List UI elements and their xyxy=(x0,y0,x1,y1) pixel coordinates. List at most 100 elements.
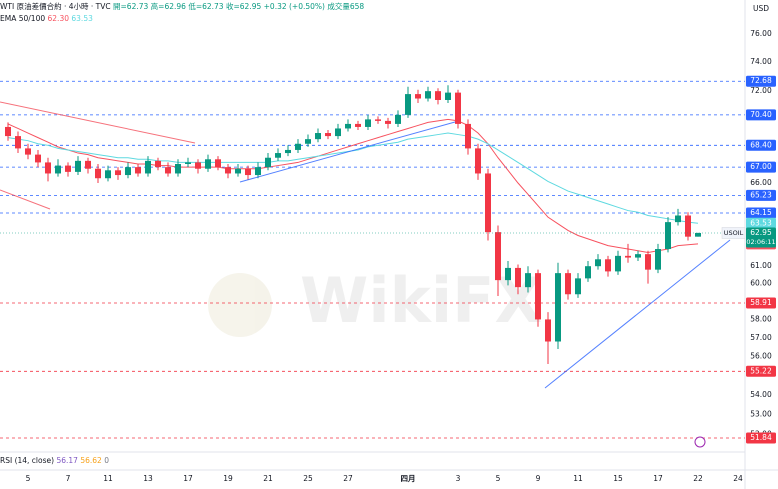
x-tick-label: 四月 xyxy=(401,474,416,483)
x-tick-label: 5 xyxy=(26,474,31,483)
price-level-box xyxy=(746,297,776,309)
header-volume: 成交量658 xyxy=(327,1,364,11)
symbol-label: USOIL xyxy=(724,229,744,237)
candle-body xyxy=(495,232,501,281)
indicator-name: EMA 50/100 xyxy=(0,14,45,23)
watermark: WikiFX xyxy=(208,264,542,337)
candle-body xyxy=(335,128,341,137)
y-tick-label: 76.00 xyxy=(750,29,772,38)
indicator-box-label: 63.53 xyxy=(750,218,772,227)
indicator-legend: EMA 50/100 62.30 63.53 xyxy=(0,14,93,23)
alert-icon[interactable] xyxy=(694,436,706,448)
candle-body xyxy=(645,254,651,270)
candle-body xyxy=(55,165,61,174)
x-tick-label: 17 xyxy=(653,474,663,483)
x-tick-label: 5 xyxy=(496,474,501,483)
candle-body xyxy=(625,255,631,258)
candle-body xyxy=(355,123,361,127)
y-tick-label: 60.00 xyxy=(750,279,772,288)
candle-body xyxy=(575,278,581,295)
candle-body xyxy=(95,168,101,179)
header-close: 收=62.95 xyxy=(226,1,261,11)
x-tick-label: 25 xyxy=(303,474,313,483)
x-tick-label: 15 xyxy=(613,474,623,483)
candle-body xyxy=(155,160,161,168)
rsi-value: 56.62 xyxy=(80,456,102,465)
candle-body xyxy=(305,139,311,144)
x-tick-label: 24 xyxy=(733,474,743,483)
x-tick-label: 9 xyxy=(536,474,541,483)
candle-body xyxy=(435,91,441,100)
price-level-box xyxy=(746,365,776,377)
y-tick-label: 54.00 xyxy=(750,390,772,399)
x-tick-label: 3 xyxy=(456,474,461,483)
candle-body xyxy=(315,133,321,140)
price-level-box xyxy=(746,432,776,444)
candle-body xyxy=(695,232,701,237)
header-title: WTI 原油差價合約 · 4小時 · TVC xyxy=(0,1,111,11)
candle-body xyxy=(655,249,661,270)
candle-body xyxy=(235,168,241,174)
candle-body xyxy=(25,148,31,155)
price-level-label: 72.68 xyxy=(750,76,772,85)
y-tick-label: 61.00 xyxy=(750,261,772,270)
candle-body xyxy=(585,266,591,279)
header-open: 開=62.73 xyxy=(113,2,148,11)
y-tick-label: 66.00 xyxy=(750,178,772,187)
price-level-label: 70.40 xyxy=(750,110,772,119)
candle-body xyxy=(485,173,491,233)
rsi-value: 0 xyxy=(104,456,109,465)
candle-body xyxy=(385,120,391,124)
candle-body xyxy=(85,160,91,169)
candle-body xyxy=(595,259,601,267)
candle-body xyxy=(445,92,451,100)
candle-body xyxy=(175,163,181,174)
price-level-label: 65.23 xyxy=(750,190,772,199)
candle-body xyxy=(145,160,151,174)
candle-body xyxy=(245,168,251,176)
rsi-legend: RSI (14, close) 56.17 56.62 0 xyxy=(0,456,109,465)
candle-body xyxy=(555,273,561,342)
countdown-label: 02:06:11 xyxy=(746,238,775,246)
candle-body xyxy=(665,222,671,250)
candle-body xyxy=(65,165,71,172)
header-high: 高=62.96 xyxy=(151,1,186,11)
candle-body xyxy=(185,162,191,164)
candle-body xyxy=(535,273,541,320)
price-level-box xyxy=(746,161,776,173)
watermark-logo xyxy=(208,273,272,337)
candle-body xyxy=(515,267,521,288)
candle-body xyxy=(295,143,301,150)
candle-body xyxy=(125,167,131,176)
header-low: 低=62.73 xyxy=(188,1,223,11)
symbol-box xyxy=(721,227,746,239)
current-price-box xyxy=(746,227,776,248)
candle-body xyxy=(215,159,221,168)
indicator-value: 63.53 xyxy=(71,14,93,23)
price-level-label: 55.22 xyxy=(750,366,772,375)
candle-body xyxy=(45,162,51,174)
trend-line xyxy=(0,101,196,144)
candle-body xyxy=(635,254,641,258)
rsi-label: RSI (14, close) xyxy=(0,456,54,465)
candle-body xyxy=(115,170,121,176)
watermark-text: WikiFX xyxy=(300,264,542,337)
x-tick-label: 11 xyxy=(103,474,113,483)
candle-body xyxy=(285,149,291,154)
candle-body xyxy=(395,114,401,124)
candle-body xyxy=(675,215,681,223)
y-tick-label: 74.00 xyxy=(750,57,772,66)
candle-body xyxy=(75,160,81,172)
trend-line xyxy=(544,239,731,389)
x-tick-label: 22 xyxy=(693,474,703,483)
candle-body xyxy=(605,259,611,272)
header: WTI 原油差價合約 · 4小時 · TVC 開=62.73 高=62.96 低… xyxy=(0,1,364,11)
y-tick-label: 57.00 xyxy=(750,333,772,342)
candle-body xyxy=(415,94,421,99)
x-tick-label: 21 xyxy=(263,474,273,483)
price-level-box xyxy=(746,139,776,151)
candle-body xyxy=(135,167,141,174)
x-tick-label: 17 xyxy=(183,474,193,483)
candle-body xyxy=(425,91,431,99)
candle-body xyxy=(615,255,621,272)
